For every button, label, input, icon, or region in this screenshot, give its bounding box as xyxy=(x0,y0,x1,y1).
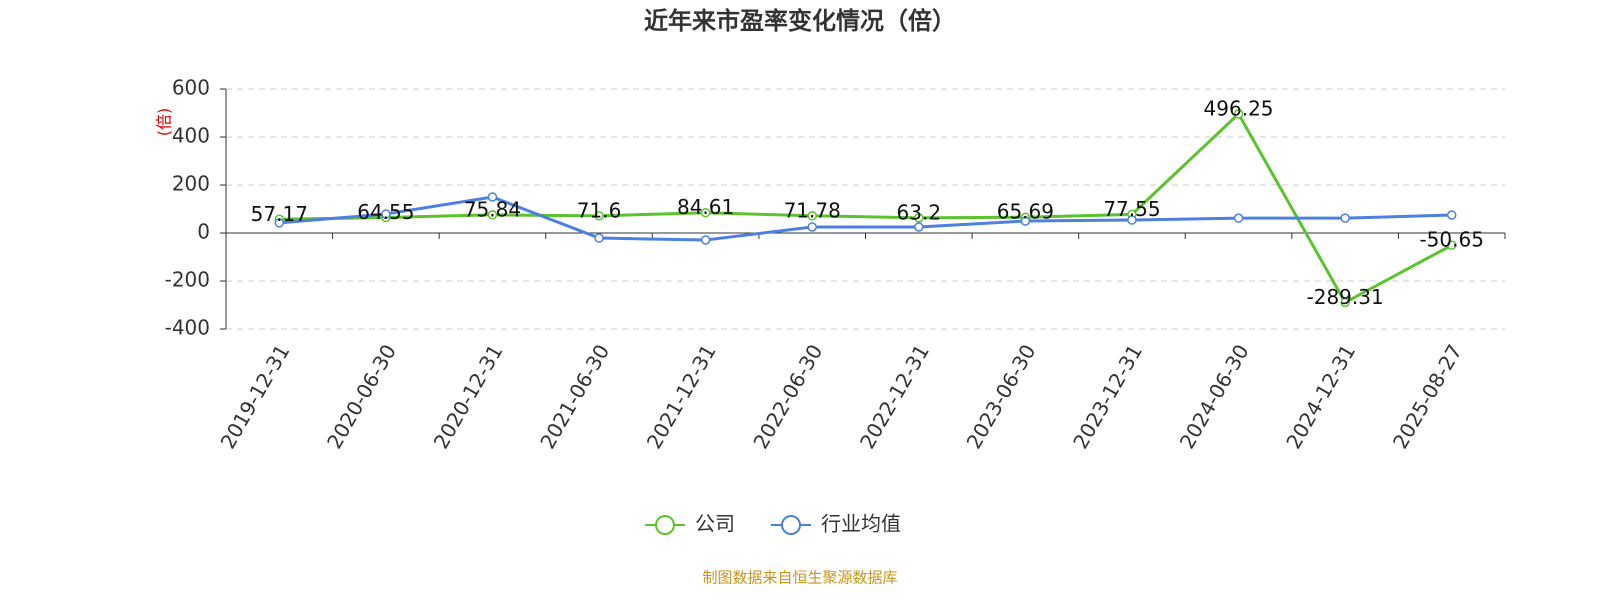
y-tick-label: 0 xyxy=(197,220,210,244)
x-tick-label: 2020-06-30 xyxy=(322,340,401,453)
point xyxy=(1020,216,1031,226)
x-tick-label: 2022-06-30 xyxy=(748,340,827,453)
legend-marker xyxy=(781,515,801,535)
legend-marker xyxy=(655,515,675,535)
point xyxy=(594,233,604,243)
x-tick-label: 2019-12-31 xyxy=(215,340,294,453)
data-label: -289.31 xyxy=(1307,285,1384,309)
x-tick-label: 2022-12-31 xyxy=(855,340,934,453)
legend-label: 公司 xyxy=(695,512,735,536)
x-tick-label: 2020-12-31 xyxy=(429,340,508,453)
point xyxy=(1127,215,1137,225)
point xyxy=(381,209,391,219)
data-label: 64.55 xyxy=(357,200,414,224)
point xyxy=(914,222,924,232)
point xyxy=(1233,109,1244,119)
point xyxy=(1446,210,1457,220)
x-tick-label: 2024-12-31 xyxy=(1281,340,1360,453)
y-tick-label: 600 xyxy=(172,76,210,100)
point xyxy=(807,222,817,232)
point xyxy=(594,211,604,221)
data-label: 65.69 xyxy=(997,200,1054,224)
x-tick-label: 2021-06-30 xyxy=(535,340,614,453)
point xyxy=(487,210,498,220)
data-label: 84.61 xyxy=(677,195,734,219)
x-tick-label: 2021-12-31 xyxy=(642,340,721,453)
point xyxy=(487,192,498,202)
data-label: 496.25 xyxy=(1204,96,1274,120)
point xyxy=(700,207,711,218)
legend-label: 行业均值 xyxy=(821,512,901,536)
point xyxy=(914,213,924,223)
series-line xyxy=(279,195,1452,242)
data-label: 63.2 xyxy=(897,200,942,224)
y-tick-label: 200 xyxy=(172,172,210,196)
point xyxy=(1340,297,1350,308)
point xyxy=(1446,240,1457,250)
data-label: 57.17 xyxy=(251,202,308,226)
y-tick-label: -200 xyxy=(165,268,210,292)
point xyxy=(807,211,817,221)
data-label: 71.78 xyxy=(784,198,841,222)
data-label: 71.6 xyxy=(577,198,622,222)
data-label: -50.65 xyxy=(1419,228,1483,252)
source-note: 制图数据来自恒生聚源数据库 xyxy=(702,569,897,587)
x-tick-label: 2025-08-27 xyxy=(1388,340,1467,453)
y-tick-label: -400 xyxy=(165,316,210,340)
x-tick-label: 2024-06-30 xyxy=(1175,340,1254,453)
chart-title: 近年来市盈率变化情况（倍） xyxy=(644,7,956,35)
y-axis-label: (倍) xyxy=(155,108,174,137)
data-label: 77.55 xyxy=(1103,197,1160,221)
point xyxy=(700,235,711,245)
series-line xyxy=(279,111,1453,305)
point xyxy=(274,218,285,228)
x-tick-label: 2023-06-30 xyxy=(962,340,1041,453)
point xyxy=(1340,213,1350,223)
point xyxy=(1233,213,1244,223)
x-tick-label: 2023-12-31 xyxy=(1068,340,1147,453)
data-label: 75.84 xyxy=(464,197,521,221)
y-tick-label: 400 xyxy=(172,124,210,148)
